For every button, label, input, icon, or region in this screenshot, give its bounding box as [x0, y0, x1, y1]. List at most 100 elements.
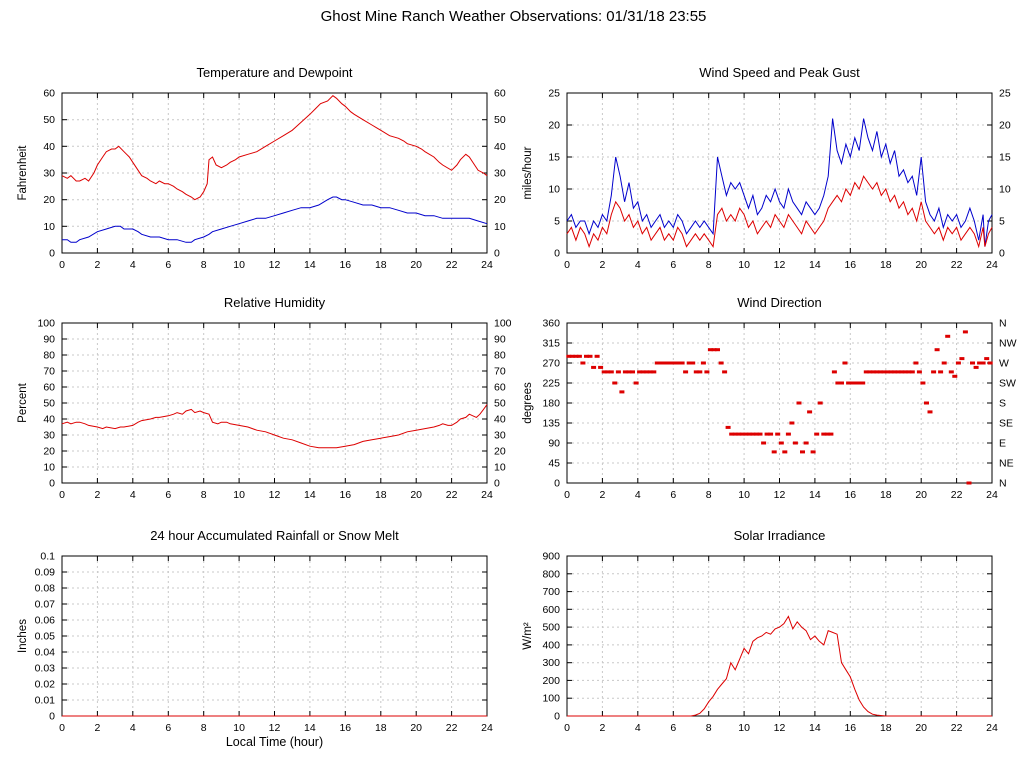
svg-text:miles/hour: miles/hour [522, 146, 534, 199]
svg-text:20: 20 [915, 489, 927, 501]
svg-text:0: 0 [59, 489, 65, 501]
svg-text:400: 400 [542, 639, 560, 651]
svg-text:Local Time (hour): Local Time (hour) [226, 735, 323, 749]
svg-text:18: 18 [375, 722, 387, 734]
svg-text:0: 0 [49, 478, 55, 490]
svg-text:30: 30 [494, 168, 506, 180]
svg-text:10: 10 [494, 462, 506, 474]
svg-text:2: 2 [94, 489, 100, 501]
svg-text:0: 0 [49, 248, 55, 260]
svg-text:20: 20 [915, 722, 927, 734]
svg-text:18: 18 [375, 489, 387, 501]
svg-text:0: 0 [494, 248, 500, 260]
svg-text:16: 16 [339, 489, 351, 501]
svg-text:20: 20 [494, 446, 506, 458]
svg-text:22: 22 [951, 259, 963, 271]
svg-text:12: 12 [774, 722, 786, 734]
svg-text:4: 4 [635, 722, 641, 734]
svg-text:180: 180 [542, 398, 560, 410]
svg-text:0.06: 0.06 [35, 615, 56, 627]
svg-text:22: 22 [446, 489, 458, 501]
svg-text:N: N [999, 318, 1007, 330]
svg-text:24 hour Accumulated Rainfall o: 24 hour Accumulated Rainfall or Snow Mel… [150, 528, 399, 543]
svg-text:8: 8 [706, 259, 712, 271]
svg-text:degrees: degrees [522, 382, 534, 424]
svg-text:0: 0 [999, 248, 1005, 260]
svg-text:24: 24 [481, 259, 493, 271]
svg-text:12: 12 [269, 722, 281, 734]
svg-text:14: 14 [304, 259, 316, 271]
svg-text:270: 270 [542, 358, 560, 370]
svg-text:50: 50 [43, 398, 55, 410]
svg-text:0: 0 [59, 259, 65, 271]
svg-text:5: 5 [999, 216, 1005, 228]
svg-text:SW: SW [999, 378, 1016, 390]
svg-text:4: 4 [130, 489, 136, 501]
svg-text:14: 14 [304, 489, 316, 501]
svg-text:6: 6 [165, 489, 171, 501]
svg-text:90: 90 [548, 438, 560, 450]
svg-text:225: 225 [542, 378, 560, 390]
svg-text:100: 100 [494, 318, 512, 330]
svg-text:700: 700 [542, 586, 560, 598]
svg-text:315: 315 [542, 338, 560, 350]
svg-text:22: 22 [446, 259, 458, 271]
svg-text:2: 2 [599, 489, 605, 501]
svg-text:22: 22 [951, 489, 963, 501]
svg-text:45: 45 [548, 458, 560, 470]
svg-text:14: 14 [809, 259, 821, 271]
svg-text:0.03: 0.03 [35, 663, 56, 675]
svg-text:60: 60 [43, 382, 55, 394]
svg-text:W/m²: W/m² [522, 622, 534, 650]
chart-wind-speed-gust: 0 2 4 6 8 10 12 14 16 18 20 22 24 0 0 5 5 10 10 15 15 20 20 25 2… [515, 58, 1020, 288]
svg-text:10: 10 [43, 221, 55, 233]
svg-text:16: 16 [844, 722, 856, 734]
svg-text:0.08: 0.08 [35, 583, 56, 595]
svg-text:0.07: 0.07 [35, 599, 56, 611]
svg-text:5: 5 [554, 216, 560, 228]
svg-text:360: 360 [542, 318, 560, 330]
svg-text:0: 0 [59, 722, 65, 734]
svg-text:600: 600 [542, 604, 560, 616]
svg-text:0.01: 0.01 [35, 695, 56, 707]
svg-text:0: 0 [554, 711, 560, 723]
svg-text:30: 30 [43, 430, 55, 442]
svg-text:20: 20 [410, 722, 422, 734]
svg-text:80: 80 [494, 350, 506, 362]
svg-text:10: 10 [233, 722, 245, 734]
svg-text:6: 6 [165, 259, 171, 271]
svg-text:20: 20 [410, 259, 422, 271]
svg-text:18: 18 [880, 722, 892, 734]
svg-text:8: 8 [201, 722, 207, 734]
svg-text:2: 2 [94, 259, 100, 271]
svg-text:22: 22 [951, 722, 963, 734]
svg-text:60: 60 [43, 88, 55, 100]
svg-text:0: 0 [554, 478, 560, 490]
svg-text:300: 300 [542, 657, 560, 669]
svg-text:16: 16 [339, 259, 351, 271]
svg-text:Wind Speed and Peak Gust: Wind Speed and Peak Gust [699, 65, 860, 80]
svg-text:50: 50 [43, 114, 55, 126]
svg-text:2: 2 [599, 259, 605, 271]
svg-text:60: 60 [494, 88, 506, 100]
svg-text:30: 30 [43, 168, 55, 180]
svg-text:50: 50 [494, 398, 506, 410]
svg-text:20: 20 [915, 259, 927, 271]
svg-text:10: 10 [738, 722, 750, 734]
svg-text:135: 135 [542, 418, 560, 430]
svg-text:16: 16 [844, 489, 856, 501]
svg-text:8: 8 [201, 489, 207, 501]
svg-text:200: 200 [542, 675, 560, 687]
svg-text:8: 8 [706, 722, 712, 734]
svg-text:24: 24 [481, 722, 493, 734]
svg-text:E: E [999, 438, 1006, 450]
svg-text:20: 20 [999, 120, 1011, 132]
svg-text:18: 18 [880, 489, 892, 501]
svg-text:20: 20 [494, 194, 506, 206]
page-title: Ghost Mine Ranch Weather Observations: 0… [320, 8, 707, 25]
svg-text:10: 10 [548, 184, 560, 196]
svg-text:18: 18 [375, 259, 387, 271]
svg-text:8: 8 [706, 489, 712, 501]
